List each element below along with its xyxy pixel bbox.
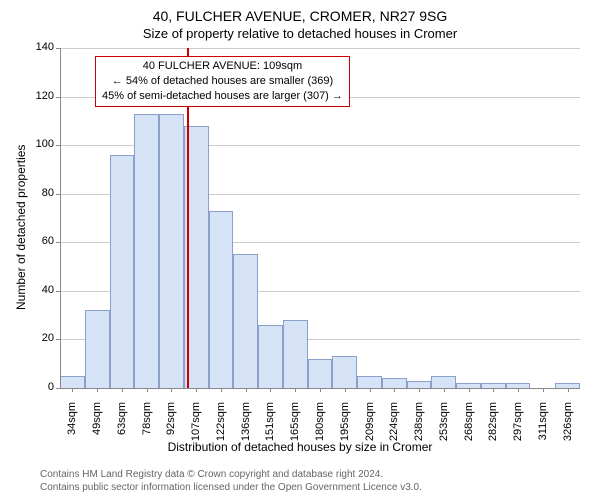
x-tick-label: 165sqm (289, 402, 301, 442)
x-tick-label: 78sqm (141, 402, 153, 442)
y-tick-label: 20 (28, 332, 54, 344)
histogram-bar (283, 320, 308, 388)
x-tick-mark (469, 388, 470, 392)
annotation-line-1: 40 FULCHER AVENUE: 109sqm (102, 59, 343, 74)
annotation-line-2: ← 54% of detached houses are smaller (36… (102, 74, 343, 89)
x-tick-mark (147, 388, 148, 392)
histogram-chart: 40 FULCHER AVENUE: 109sqm← 54% of detach… (60, 48, 580, 388)
x-tick-label: 63sqm (116, 402, 128, 442)
x-tick-mark (543, 388, 544, 392)
y-tick-label: 100 (28, 138, 54, 150)
footer-line-2: Contains public sector information licen… (40, 481, 422, 494)
y-tick-label: 0 (28, 381, 54, 393)
x-tick-label: 224sqm (388, 402, 400, 442)
x-tick-mark (394, 388, 395, 392)
x-tick-mark (270, 388, 271, 392)
x-tick-mark (122, 388, 123, 392)
annotation-line-3: 45% of semi-detached houses are larger (… (102, 89, 343, 104)
y-tick-label: 80 (28, 187, 54, 199)
x-tick-mark (97, 388, 98, 392)
x-tick-mark (518, 388, 519, 392)
y-axis-label: Number of detached properties (14, 145, 28, 310)
y-tick-label: 40 (28, 284, 54, 296)
x-tick-mark (221, 388, 222, 392)
x-tick-mark (246, 388, 247, 392)
histogram-bar (233, 254, 258, 388)
histogram-bar (60, 376, 85, 388)
x-tick-label: 107sqm (190, 402, 202, 442)
x-tick-label: 311sqm (537, 402, 549, 442)
x-tick-label: 136sqm (240, 402, 252, 442)
histogram-bar (110, 155, 135, 388)
x-tick-mark (171, 388, 172, 392)
x-tick-mark (72, 388, 73, 392)
x-tick-label: 122sqm (215, 402, 227, 442)
histogram-bar (258, 325, 283, 388)
y-axis-line (60, 48, 61, 388)
histogram-bar (159, 114, 184, 388)
x-tick-label: 268sqm (463, 402, 475, 442)
y-tick-label: 60 (28, 235, 54, 247)
histogram-bar (85, 310, 110, 388)
x-tick-label: 297sqm (512, 402, 524, 442)
x-tick-label: 209sqm (364, 402, 376, 442)
x-tick-mark (196, 388, 197, 392)
histogram-bar (382, 378, 407, 388)
x-tick-mark (444, 388, 445, 392)
x-tick-mark (295, 388, 296, 392)
x-tick-mark (320, 388, 321, 392)
x-tick-label: 34sqm (66, 402, 78, 442)
x-tick-label: 238sqm (413, 402, 425, 442)
x-axis-label: Distribution of detached houses by size … (0, 440, 600, 454)
footer-line-1: Contains HM Land Registry data © Crown c… (40, 468, 422, 481)
x-tick-label: 195sqm (339, 402, 351, 442)
x-tick-label: 151sqm (264, 402, 276, 442)
x-tick-label: 253sqm (438, 402, 450, 442)
chart-subtitle: Size of property relative to detached ho… (0, 26, 600, 41)
histogram-bar (407, 381, 432, 388)
histogram-bar (134, 114, 159, 388)
histogram-bar (357, 376, 382, 388)
annotation-box: 40 FULCHER AVENUE: 109sqm← 54% of detach… (95, 56, 350, 107)
x-tick-label: 92sqm (165, 402, 177, 442)
x-tick-mark (493, 388, 494, 392)
x-tick-label: 326sqm (562, 402, 574, 442)
x-tick-mark (419, 388, 420, 392)
chart-title: 40, FULCHER AVENUE, CROMER, NR27 9SG (0, 8, 600, 24)
x-tick-mark (345, 388, 346, 392)
y-tick-label: 120 (28, 90, 54, 102)
histogram-bar (332, 356, 357, 388)
footer-attribution: Contains HM Land Registry data © Crown c… (40, 468, 422, 494)
y-tick-label: 140 (28, 41, 54, 53)
x-tick-label: 282sqm (487, 402, 499, 442)
histogram-bar (431, 376, 456, 388)
x-tick-mark (568, 388, 569, 392)
x-tick-mark (370, 388, 371, 392)
gridline (60, 48, 580, 49)
x-tick-label: 180sqm (314, 402, 326, 442)
histogram-bar (308, 359, 333, 388)
x-tick-label: 49sqm (91, 402, 103, 442)
histogram-bar (209, 211, 234, 388)
